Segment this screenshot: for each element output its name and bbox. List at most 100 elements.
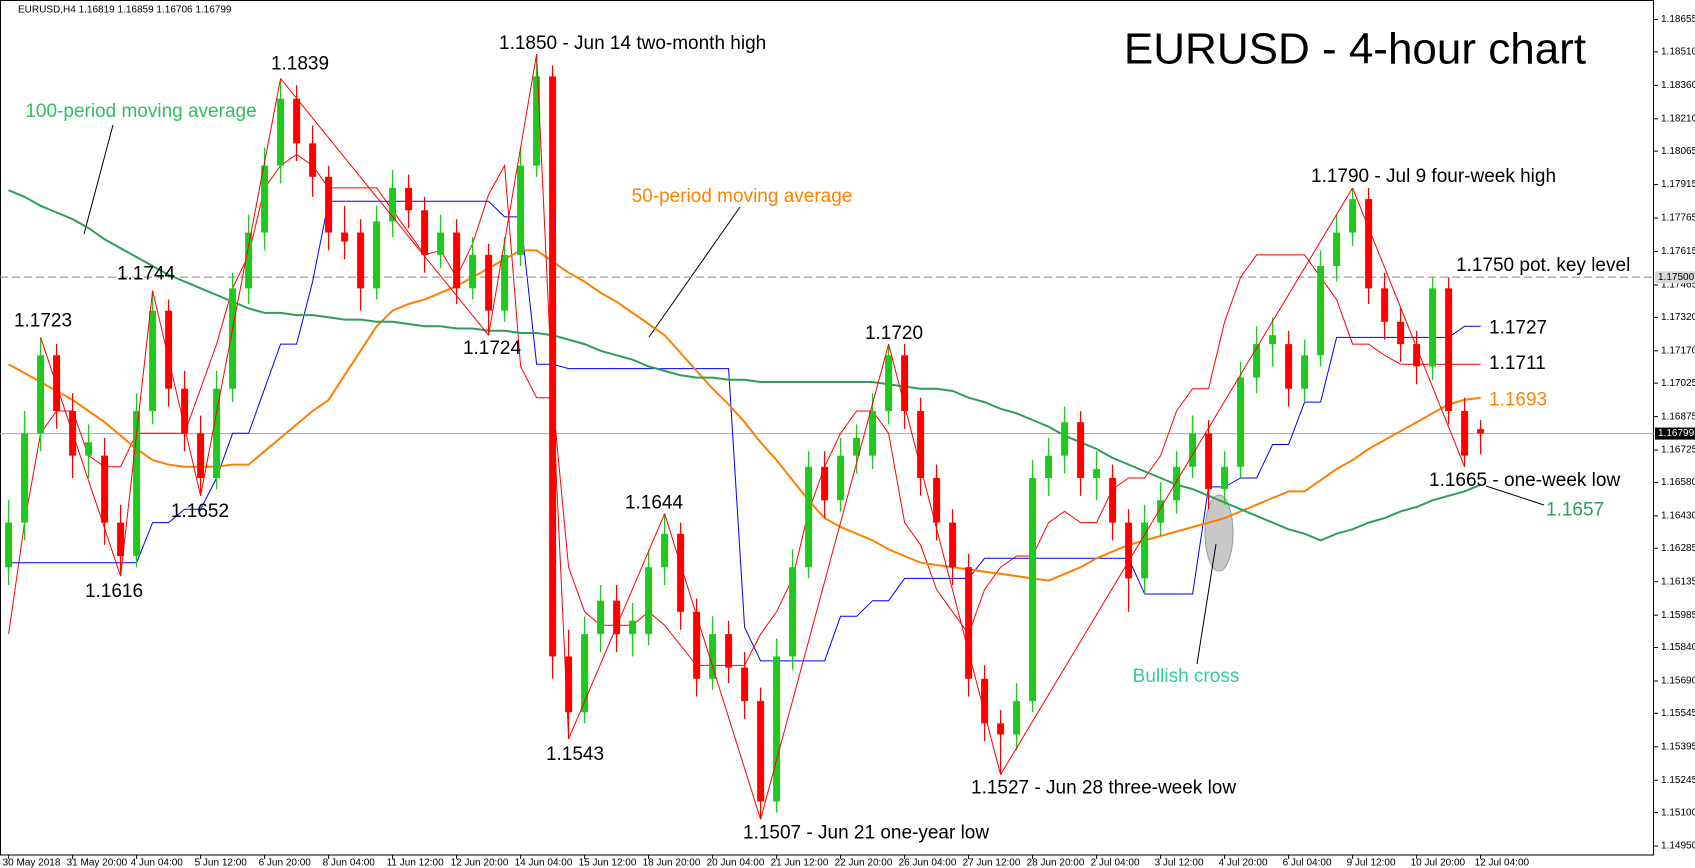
candle-body (901, 355, 909, 412)
candle-body (1285, 344, 1293, 389)
annotation: 100-period moving average (25, 101, 256, 122)
price-tag-box (1655, 271, 1695, 284)
candle-body (629, 620, 637, 635)
zigzag-segment (280, 78, 489, 336)
zigzag-segment (664, 513, 762, 820)
x-tick-label: 18 Jun 20:00 (643, 858, 701, 868)
x-tick-label: 9 Jul 12:00 (1347, 858, 1396, 868)
candle-body (757, 701, 765, 802)
y-tick-label: 1.15545 (1661, 708, 1695, 719)
candle-body (1269, 335, 1277, 345)
zigzag-segment (760, 343, 890, 820)
indicator-line (8, 200, 1481, 662)
x-tick-label: 11 Jun 12:00 (387, 858, 445, 868)
chart-title: EURUSD - 4-hour chart (1124, 25, 1586, 74)
zigzag-segment (152, 290, 202, 496)
y-tick-label: 1.17025 (1661, 378, 1695, 389)
candle-body (117, 522, 125, 557)
candle-body (213, 388, 221, 478)
candle-body (21, 433, 29, 523)
candle-body (517, 165, 525, 255)
y-tick-label: 1.16725 (1661, 445, 1695, 456)
candle-body (1077, 422, 1085, 478)
candle-body (709, 634, 717, 679)
candle-body (1157, 500, 1165, 523)
annotation: 1.1711 (1489, 353, 1546, 374)
x-tick-label: 6 Jul 04:00 (1283, 858, 1332, 868)
y-tick-label: 1.18210 (1661, 113, 1695, 124)
x-tick-label: 14 Jun 04:00 (515, 858, 573, 868)
candle-body (1429, 288, 1437, 367)
y-tick-label: 1.16285 (1661, 543, 1695, 554)
chart-header: EURUSD,H4 1.16819 1.16859 1.16706 1.1679… (18, 5, 232, 16)
candle-body (661, 533, 669, 568)
candle-body (133, 411, 141, 557)
price-tag-label: 1.17500 (1658, 272, 1695, 283)
annotation: 1.1657 (1546, 500, 1604, 521)
candle-body (149, 310, 157, 412)
candle-body (485, 254, 493, 311)
x-tick-label: 28 Jun 20:00 (1027, 858, 1085, 868)
candle-body (565, 656, 573, 713)
annotation: 1.1727 (1489, 318, 1547, 339)
candle-body (853, 437, 861, 456)
x-tick-label: 15 Jun 12:00 (579, 858, 637, 868)
price-tag-label: 1.16799 (1658, 428, 1695, 439)
annotation: 1.1543 (546, 744, 604, 765)
zigzag-segment (200, 78, 282, 496)
candle-body (885, 355, 893, 412)
indicator-line (8, 189, 1481, 542)
x-tick-label: 4 Jun 04:00 (131, 858, 184, 868)
zigzag-segment (888, 343, 1002, 775)
x-tick-label: 22 Jun 20:00 (835, 858, 893, 868)
candle-body (1029, 477, 1037, 702)
pointer-line (1485, 485, 1545, 506)
candle-body (453, 232, 461, 289)
y-tick-label: 1.16430 (1661, 511, 1695, 522)
y-tick-label: 1.17170 (1661, 345, 1695, 356)
indicator-line (8, 249, 1481, 582)
annotation: Bullish cross (1133, 666, 1240, 687)
y-tick-label: 1.17465 (1661, 280, 1695, 291)
candle-body (917, 411, 925, 478)
candle-body (1189, 433, 1197, 467)
candle-body (1109, 477, 1117, 523)
candle-body (805, 466, 813, 568)
candle-body (1333, 232, 1341, 267)
y-tick-label: 1.17320 (1661, 312, 1695, 323)
candle-body (389, 187, 397, 222)
candle-body (1253, 344, 1261, 378)
price-tag-box (1655, 427, 1695, 440)
plot-frame (0, 0, 1654, 856)
y-tick-label: 1.16135 (1661, 576, 1695, 587)
candle-body (437, 232, 445, 255)
zigzag-segment (1000, 187, 1354, 775)
candle-body (1205, 433, 1213, 490)
candle-body (277, 98, 285, 166)
candle-body (53, 355, 61, 412)
candle-body (1445, 288, 1453, 412)
candle-body (1477, 429, 1485, 434)
annotation: 1.1723 (14, 310, 72, 331)
annotation: 1.1720 (865, 323, 923, 344)
candle-body (229, 288, 237, 389)
candle-body (1221, 466, 1229, 490)
candle-body (597, 600, 605, 635)
candle-body (933, 477, 941, 523)
annotation: 1.1665 - one-week low (1429, 470, 1620, 491)
annotation: 1.1850 - Jun 14 two-month high (499, 33, 766, 54)
candle-body (613, 600, 621, 635)
x-tick-label: 6 Jun 20:00 (259, 858, 312, 868)
candle-body (245, 232, 253, 289)
x-tick-label: 30 May 2018 (3, 858, 61, 868)
annotation: 1.1644 (625, 493, 684, 514)
candle-body (85, 442, 93, 456)
candle-body (773, 656, 781, 802)
annotation: 1.1839 (271, 54, 329, 75)
candle-body (1093, 469, 1101, 478)
candle-body (1141, 522, 1149, 579)
candle-body (949, 522, 957, 568)
y-tick-label: 1.15985 (1661, 610, 1695, 621)
x-tick-label: 3 Jul 12:00 (1155, 858, 1204, 868)
